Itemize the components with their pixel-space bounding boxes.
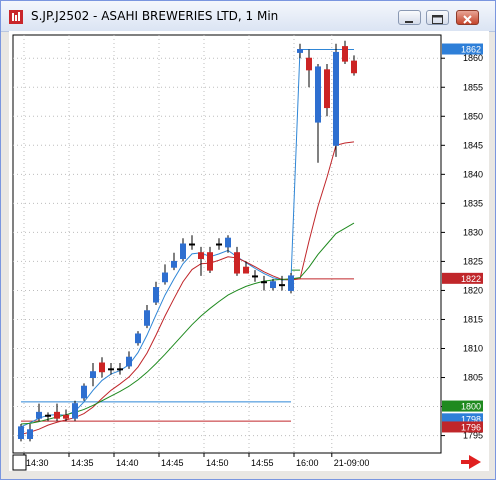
- candle-body: [252, 275, 258, 278]
- candle-body: [144, 310, 150, 326]
- candle-body: [99, 362, 105, 373]
- candle-body: [189, 243, 195, 246]
- price-label-box: [442, 43, 483, 55]
- price-label: 1798: [461, 414, 481, 424]
- candle-body: [81, 385, 87, 399]
- y-tick-label: 1825: [463, 256, 483, 266]
- candle-body: [162, 272, 168, 283]
- candle-body: [207, 252, 213, 271]
- x-tick-label: 14:35: [71, 458, 94, 468]
- price-label: 1822: [461, 274, 481, 284]
- price-label-box: [442, 272, 483, 284]
- close-button[interactable]: [456, 10, 479, 25]
- candle-body: [324, 69, 330, 109]
- x-tick-label: 14:30: [26, 458, 49, 468]
- x-tick-label: 21-09:00: [334, 458, 370, 468]
- title-bar[interactable]: S.JP.J2502 - ASAHI BREWERIES LTD, 1 Min: [1, 1, 495, 32]
- candle-body: [297, 49, 303, 53]
- candle-body: [270, 281, 276, 289]
- price-label-box: [442, 421, 483, 433]
- price-label: 1796: [461, 422, 481, 432]
- price-label: 1862: [461, 45, 481, 55]
- chart-app-icon: [9, 10, 23, 24]
- y-tick-label: 1855: [463, 82, 483, 92]
- candle-body: [45, 414, 51, 417]
- price-chart[interactable]: 1795 1800 1805 1810 1815 1820 1825 1830 1835 1840…: [9, 31, 489, 471]
- y-tick-label: 1810: [463, 344, 483, 354]
- candle-body: [72, 403, 78, 419]
- candle-body: [108, 368, 114, 371]
- y-tick-label: 1845: [463, 140, 483, 150]
- y-tick-label: 1830: [463, 227, 483, 237]
- candle-body: [225, 237, 231, 248]
- candle-body: [243, 266, 249, 274]
- candle-body: [63, 414, 69, 419]
- candle-body: [288, 275, 294, 291]
- maximize-icon: [432, 15, 443, 24]
- candle-body: [234, 252, 240, 274]
- x-tick-label: 14:45: [161, 458, 184, 468]
- y-tick-label: 1840: [463, 169, 483, 179]
- candle-body: [180, 243, 186, 260]
- candle-body: [333, 51, 339, 146]
- candle-body: [198, 252, 204, 260]
- x-tick-label: 16:00: [296, 458, 319, 468]
- candle-body: [315, 66, 321, 123]
- scroll-right-arrow-icon[interactable]: [461, 455, 481, 469]
- price-label-box: [442, 400, 483, 412]
- minimize-button[interactable]: [398, 10, 421, 25]
- close-icon: [463, 15, 472, 24]
- price-label: 1800: [461, 402, 481, 412]
- candle-body: [36, 411, 42, 419]
- window-title: S.JP.J2502 - ASAHI BREWERIES LTD, 1 Min: [31, 9, 279, 23]
- candle-body: [216, 243, 222, 246]
- candle-body: [117, 368, 123, 371]
- candle-body: [135, 333, 141, 344]
- candle-body: [351, 60, 357, 74]
- y-tick-label: 1850: [463, 111, 483, 121]
- candle-body: [126, 356, 132, 367]
- candle-body: [27, 429, 33, 439]
- candle-body: [54, 411, 60, 419]
- y-tick-label: 1860: [463, 53, 483, 63]
- candle-body: [171, 260, 177, 268]
- x-tick-label: 14:55: [251, 458, 274, 468]
- candle-body: [261, 281, 267, 284]
- candle-body: [18, 426, 24, 439]
- minimize-icon: [405, 21, 413, 23]
- chart-area[interactable]: 1795 1800 1805 1810 1815 1820 1825 1830 1835 1840…: [9, 31, 489, 471]
- candle-body: [342, 46, 348, 62]
- y-tick-label: 1835: [463, 198, 483, 208]
- y-tick-label: 1795: [463, 431, 483, 441]
- candle-body: [279, 284, 285, 287]
- x-tick-label: 14:40: [116, 458, 139, 468]
- y-tick-label: 1815: [463, 314, 483, 324]
- maximize-button[interactable]: [426, 10, 449, 25]
- scroll-box: [12, 454, 27, 471]
- price-label-box: [442, 413, 483, 425]
- y-tick-label: 1820: [463, 285, 483, 295]
- candle-body: [306, 57, 312, 71]
- candle-body: [90, 371, 96, 379]
- candle-body: [153, 287, 159, 303]
- x-tick-label: 14:50: [206, 458, 229, 468]
- y-tick-label: 1805: [463, 373, 483, 383]
